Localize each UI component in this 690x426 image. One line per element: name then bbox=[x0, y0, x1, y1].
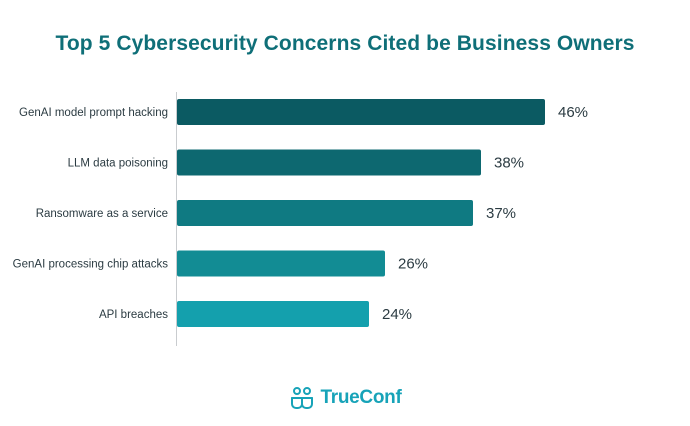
category-label: GenAI model prompt hacking bbox=[19, 107, 168, 119]
bar-1 bbox=[177, 99, 545, 125]
category-label: GenAI processing chip attacks bbox=[13, 259, 169, 271]
brand-logo: TrueConf bbox=[0, 385, 690, 411]
bar-2 bbox=[177, 149, 481, 176]
value-label: 26% bbox=[398, 256, 428, 273]
value-label: 37% bbox=[486, 205, 516, 222]
value-label: 46% bbox=[558, 104, 588, 121]
category-label: Ransomware as a service bbox=[36, 208, 168, 220]
value-label: 24% bbox=[382, 306, 412, 323]
bar-3 bbox=[177, 200, 473, 226]
trueconf-logo-icon bbox=[290, 387, 313, 409]
category-label: API breaches bbox=[99, 309, 168, 321]
brand-name: TrueConf bbox=[320, 387, 402, 408]
value-label: 38% bbox=[494, 155, 524, 172]
category-label: LLM data poisoning bbox=[68, 158, 168, 170]
chart-title: Top 5 Cybersecurity Concerns Cited be Bu… bbox=[55, 32, 635, 55]
bar-4 bbox=[177, 250, 385, 277]
bar-5 bbox=[177, 301, 369, 327]
